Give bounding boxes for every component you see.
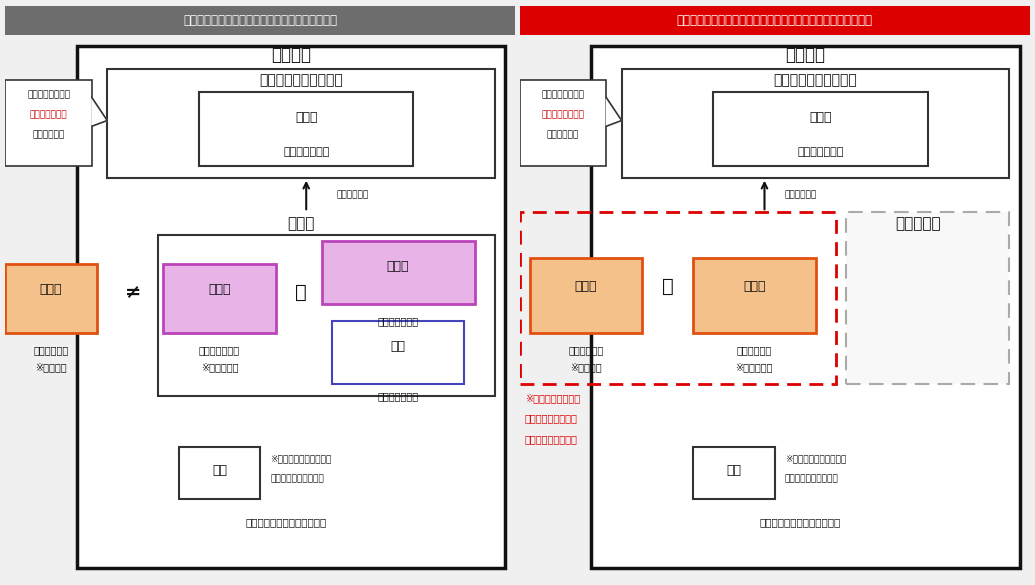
Bar — [332, 321, 465, 384]
Bar — [847, 212, 1009, 384]
Bar — [591, 46, 1019, 567]
Text: （管理業者）: （管理業者） — [737, 345, 772, 355]
Text: ※管理組合の代表で: ※管理組合の代表で — [525, 394, 580, 404]
Bar — [530, 258, 642, 333]
Text: 事業者: 事業者 — [40, 283, 62, 296]
Text: 監事: 監事 — [212, 464, 227, 477]
Bar — [5, 80, 92, 166]
Text: 総会（意思決定機関）: 総会（意思決定機関） — [259, 73, 343, 87]
Bar — [520, 80, 607, 166]
Text: 管理者: 管理者 — [208, 283, 231, 296]
Bar — [199, 92, 413, 166]
Text: ※管理組合の業務の執行: ※管理組合の業務の執行 — [785, 455, 847, 463]
Bar — [693, 258, 816, 333]
Text: 総会で意思決定。: 総会で意思決定。 — [541, 90, 585, 99]
Text: （区分所有者や外部専門家）: （区分所有者や外部専門家） — [245, 517, 326, 527]
Text: 理事会: 理事会 — [288, 216, 315, 231]
Bar — [520, 6, 1030, 35]
Text: （区分所有者）: （区分所有者） — [378, 391, 418, 401]
Bar — [520, 212, 836, 384]
Text: （管理業者）: （管理業者） — [568, 345, 603, 355]
Bar — [179, 448, 261, 499]
Text: ※管理組合の業務の執行: ※管理組合の業務の執行 — [270, 455, 332, 463]
Bar — [77, 46, 505, 567]
Text: 組合員: 組合員 — [295, 111, 318, 124]
Text: ＝: ＝ — [295, 283, 307, 302]
Text: 理事会での方針: 理事会での方針 — [30, 111, 67, 119]
Text: 管理業者が管理者になる方式のイメージ（理事会なしの場合）: 管理業者が管理者になる方式のイメージ（理事会なしの場合） — [677, 13, 873, 27]
Text: 管理者: 管理者 — [743, 280, 766, 293]
Text: （区分所有者）: （区分所有者） — [797, 147, 844, 157]
Text: （区分所有者）: （区分所有者） — [378, 316, 418, 326]
Bar — [693, 448, 774, 499]
Text: 管理組合: 管理組合 — [786, 46, 825, 64]
Bar — [158, 235, 495, 395]
Text: （区分所有者や外部専門家）: （区分所有者や外部専門家） — [760, 517, 840, 527]
Text: 及び財産の状況を監査: 及び財産の状況を監査 — [270, 474, 324, 483]
Text: 一般的な管理組合方式のイメージ（理事会あり）: 一般的な管理組合方式のイメージ（理事会あり） — [183, 13, 337, 27]
Text: 理事長: 理事長 — [387, 260, 409, 273]
Polygon shape — [607, 98, 622, 126]
Text: （区分所有者）: （区分所有者） — [283, 147, 329, 157]
Text: 管理組合: 管理組合 — [271, 46, 310, 64]
Text: 業務を行う者が同一: 業務を行う者が同一 — [525, 433, 578, 443]
Text: 組合員: 組合員 — [809, 111, 832, 124]
Text: 総会の決議案: 総会の決議案 — [336, 191, 369, 199]
Bar — [322, 241, 475, 304]
Text: 総会の決議案: 総会の決議案 — [785, 191, 818, 199]
Text: 及び財産の状況を監査: 及び財産の状況を監査 — [785, 474, 838, 483]
Text: ＝: ＝ — [661, 277, 674, 296]
Text: ※管理者業務: ※管理者業務 — [736, 362, 773, 372]
Bar — [622, 69, 1009, 178]
Text: 監事: 監事 — [727, 464, 741, 477]
Text: ≠: ≠ — [124, 283, 141, 302]
Text: 総会（意思決定機関）: 総会（意思決定機関） — [773, 73, 857, 87]
Bar — [108, 69, 495, 178]
Text: （区分所有者）: （区分所有者） — [199, 345, 240, 355]
Text: に対して決議: に対して決議 — [546, 130, 579, 139]
Text: に対して決議: に対して決議 — [32, 130, 64, 139]
Bar — [5, 6, 515, 35]
Text: 総会で意思決定。: 総会で意思決定。 — [27, 90, 70, 99]
Text: 理事: 理事 — [390, 340, 406, 353]
Text: ある管理者と、管理: ある管理者と、管理 — [525, 414, 578, 424]
Text: 管理者による方針: 管理者による方針 — [541, 111, 585, 119]
Text: ※管理者業務: ※管理者業務 — [201, 362, 238, 372]
Text: ※管理業務: ※管理業務 — [570, 362, 601, 372]
Bar — [713, 92, 927, 166]
Bar — [5, 264, 97, 333]
Text: ※管理業務: ※管理業務 — [35, 362, 67, 372]
Text: （管理業者）: （管理業者） — [33, 345, 68, 355]
Bar — [164, 264, 275, 333]
Text: 事業者: 事業者 — [574, 280, 597, 293]
Text: 理事会なし: 理事会なし — [894, 216, 941, 231]
Polygon shape — [92, 98, 108, 126]
